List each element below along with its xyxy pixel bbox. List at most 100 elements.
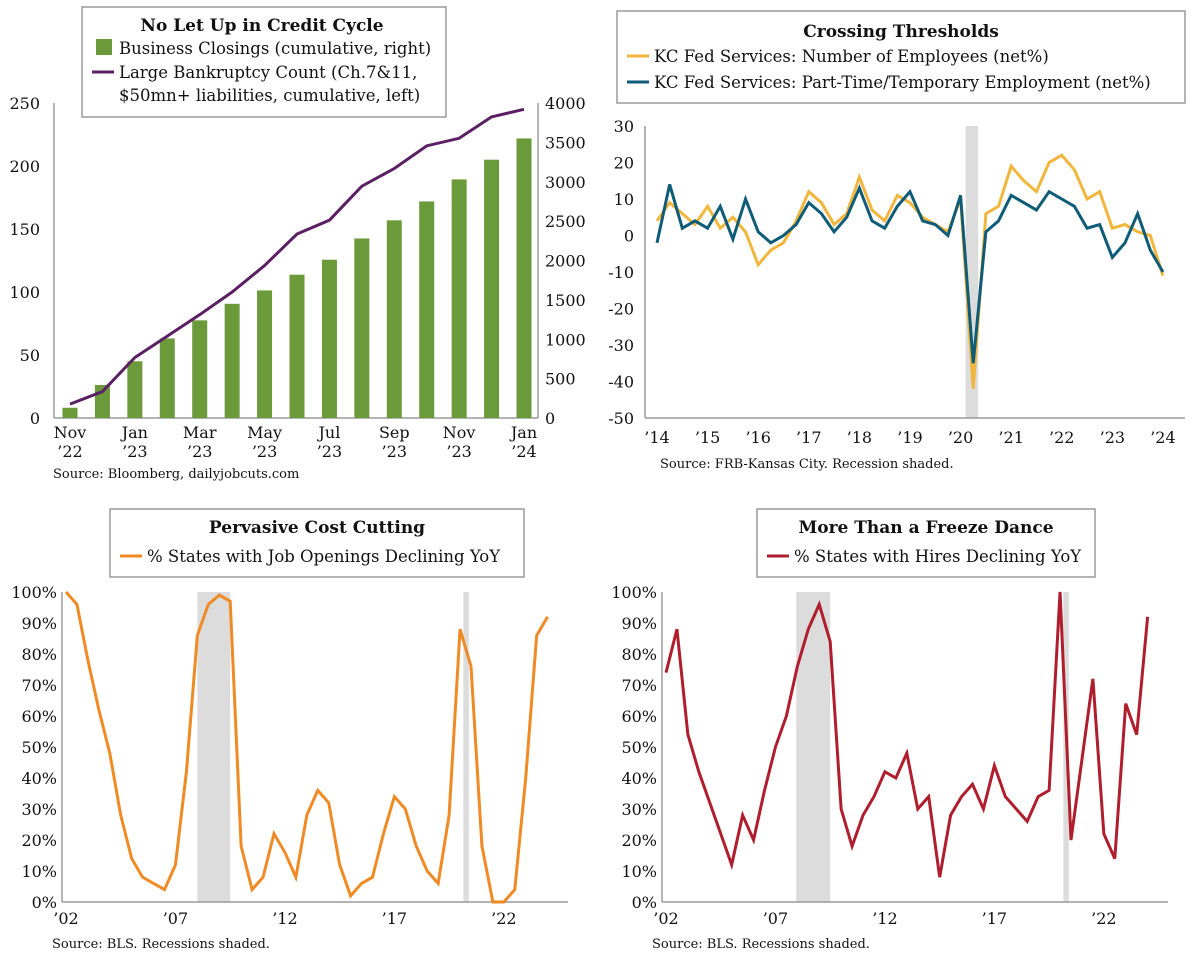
y-tick: 30% <box>621 800 657 819</box>
x-tick: ’21 <box>998 428 1023 447</box>
x-tick: ’12 <box>272 909 297 928</box>
x-tick-year: ’23 <box>446 442 471 461</box>
legend-label-bankruptcy-1: Large Bankruptcy Count (Ch.7&11, <box>119 63 417 82</box>
y-right-tick: 4000 <box>545 94 586 113</box>
x-tick: ’20 <box>948 428 973 447</box>
bar-business-closings <box>321 259 337 418</box>
x-tick: ’12 <box>872 909 897 928</box>
legend-label-job-openings: % States with Job Openings Declining YoY <box>147 547 501 566</box>
bar-business-closings <box>62 407 78 418</box>
x-tick: ’07 <box>163 909 188 928</box>
legend-label-business-closings: Business Closings (cumulative, right) <box>119 39 431 58</box>
y-tick: 100% <box>11 583 57 602</box>
y-tick: -30 <box>608 336 634 355</box>
legend-label-employees: KC Fed Services: Number of Employees (ne… <box>654 47 1049 66</box>
x-tick: ’24 <box>1150 428 1175 447</box>
chart-title: More Than a Freeze Dance <box>798 518 1053 538</box>
y-left-tick: 50 <box>20 346 40 365</box>
bar-business-closings <box>289 274 305 418</box>
employees-line <box>655 153 1165 389</box>
x-tick: ’16 <box>745 428 770 447</box>
x-tick-month: Nov <box>54 423 87 442</box>
y-left-tick: 200 <box>9 157 40 176</box>
x-tick: ’22 <box>1049 428 1074 447</box>
y-tick: -50 <box>608 409 634 428</box>
bar-business-closings <box>354 238 370 418</box>
x-tick-year: ’22 <box>57 442 82 461</box>
panel-freeze-dance: 100% 90% 80% 70% 60% 50% 40% 30% 20% 10% 0%’02 ’07 ’… <box>611 508 1168 952</box>
y-tick: -40 <box>608 373 634 392</box>
x-tick-year: ’23 <box>122 442 147 461</box>
y-right-tick: 1000 <box>545 330 586 349</box>
chart-title: Pervasive Cost Cutting <box>209 518 425 538</box>
x-tick-year: ’23 <box>252 442 277 461</box>
legend-label-part-time: KC Fed Services: Part-Time/Temporary Emp… <box>654 73 1151 92</box>
x-tick: ’22 <box>1091 909 1116 928</box>
x-tick-month: Jul <box>317 423 341 442</box>
y-tick: 10% <box>21 862 57 881</box>
y-tick: 70% <box>621 676 657 695</box>
y-left-tick: 250 <box>9 94 40 113</box>
y-tick: 90% <box>21 614 57 633</box>
source-note: Source: Bloomberg, dailyjobcuts.com <box>53 467 299 482</box>
chart-title: No Let Up in Credit Cycle <box>140 16 383 36</box>
recession-shading <box>796 592 831 902</box>
x-tick-month: Sep <box>379 423 410 442</box>
y-tick: 0 <box>624 227 634 246</box>
y-tick: 50% <box>21 738 57 757</box>
bar-business-closings <box>224 303 240 418</box>
y-tick: 30 <box>614 117 634 136</box>
source-note: Source: BLS. Recessions shaded. <box>652 937 870 952</box>
recession-shading <box>197 592 231 902</box>
y-tick: 40% <box>21 769 57 788</box>
y-tick: 40% <box>621 769 657 788</box>
y-tick: 10% <box>621 862 657 881</box>
y-tick: 20 <box>614 154 634 173</box>
legend-box <box>616 10 1186 104</box>
y-tick: 20% <box>21 831 57 850</box>
x-tick-month: Jan <box>509 423 537 442</box>
x-tick-month: Nov <box>443 423 476 442</box>
legend-box <box>81 6 447 118</box>
bankruptcy-count-line <box>69 107 525 406</box>
x-tick-year: ’23 <box>382 442 407 461</box>
source-note: Source: BLS. Recessions shaded. <box>52 937 270 952</box>
x-tick: ’17 <box>796 428 821 447</box>
x-tick-year: ’24 <box>511 442 536 461</box>
legend-label-hires: % States with Hires Declining YoY <box>794 547 1082 566</box>
panel-credit-cycle: 0501001502002500500100015002000250030003… <box>9 6 586 482</box>
x-tick: ’22 <box>491 909 516 928</box>
recession-shading <box>463 592 469 902</box>
bar-business-closings <box>386 220 402 418</box>
x-tick: ’14 <box>644 428 669 447</box>
y-tick: 0% <box>32 893 57 912</box>
x-tick: ’02 <box>53 909 78 928</box>
y-tick: 30% <box>21 800 57 819</box>
x-tick-year: ’23 <box>317 442 342 461</box>
x-tick-month: May <box>247 423 282 442</box>
x-tick: ’17 <box>982 909 1007 928</box>
y-tick: 90% <box>621 614 657 633</box>
hires-line <box>664 591 1150 878</box>
part-time-line <box>655 183 1165 364</box>
y-right-tick: 0 <box>545 409 555 428</box>
x-tick: ’02 <box>653 909 678 928</box>
job-openings-line <box>64 591 549 904</box>
chart-title: Crossing Thresholds <box>803 22 999 42</box>
y-left-tick: 100 <box>9 283 40 302</box>
y-right-tick: 3500 <box>545 133 586 152</box>
panel-crossing-thresholds: 30 20 10 0 -10 -20 -30 -40 -50 ’14 ’15 ’16 ’17 ’18 ’19… <box>608 10 1186 472</box>
x-tick-year: ’23 <box>187 442 212 461</box>
x-tick: ’17 <box>382 909 407 928</box>
y-tick: -20 <box>608 300 634 319</box>
y-tick: 80% <box>21 645 57 664</box>
y-tick: -10 <box>608 263 634 282</box>
bar-business-closings <box>451 179 467 418</box>
x-tick: ’23 <box>1100 428 1125 447</box>
y-right-tick: 1500 <box>545 291 586 310</box>
x-tick: ’15 <box>695 428 720 447</box>
y-tick: 100% <box>611 583 657 602</box>
bar-business-closings <box>159 338 175 418</box>
y-right-tick: 3000 <box>545 173 586 192</box>
